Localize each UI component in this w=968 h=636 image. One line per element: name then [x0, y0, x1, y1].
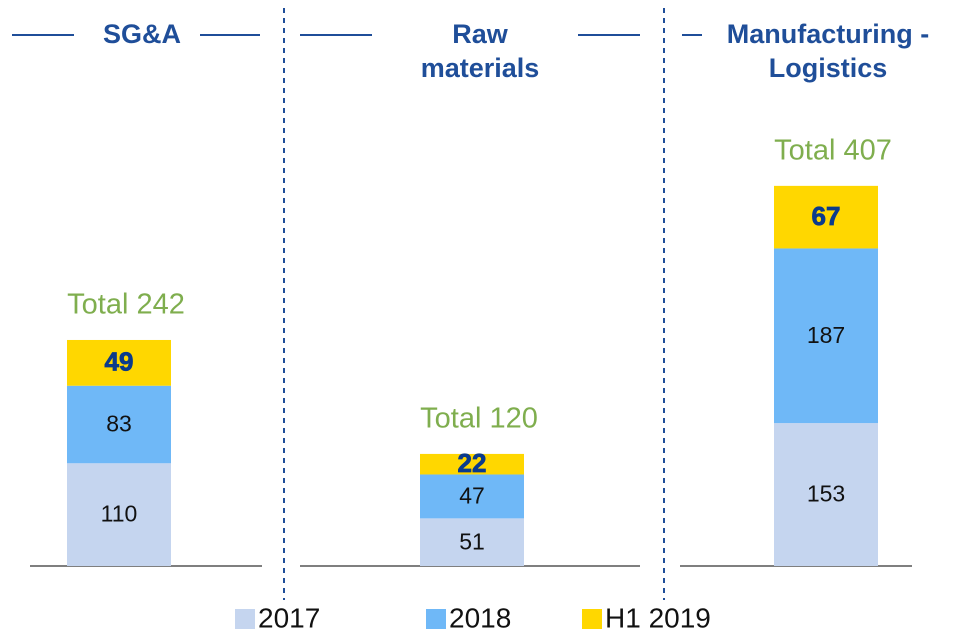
data-label: 49	[105, 347, 134, 377]
panel-separators	[283, 8, 665, 600]
legend-label: H1 2019	[605, 602, 711, 633]
bar-segment	[420, 453, 524, 475]
total-label: Total 120	[420, 403, 538, 435]
legend-swatch	[235, 609, 255, 629]
data-label: 187	[807, 322, 845, 348]
bar-segment	[774, 423, 878, 566]
bar-segment	[420, 518, 524, 566]
panel-title: Manufacturing - Logistics	[726, 19, 930, 83]
bar-segment	[67, 463, 171, 566]
bar-segment	[67, 339, 171, 386]
bar-segment	[420, 474, 524, 519]
bar-segment	[67, 385, 171, 464]
bar-segment	[774, 248, 878, 424]
data-label: 22	[458, 448, 487, 478]
legend-swatch	[582, 609, 602, 629]
data-label: 83	[106, 411, 132, 437]
panel-title: Raw materials	[420, 19, 540, 83]
legend-swatch	[426, 609, 446, 629]
data-label: 110	[101, 501, 138, 527]
legend-label: 2017	[258, 602, 320, 633]
data-label: 47	[459, 482, 485, 508]
total-label: Total 242	[67, 289, 185, 321]
data-label: 51	[459, 528, 485, 554]
panel-title: SG&A	[102, 19, 181, 49]
bar-segment	[774, 185, 878, 249]
data-label: 153	[807, 481, 845, 507]
total-label: Total 407	[774, 135, 892, 167]
data-label: 67	[812, 201, 841, 231]
legend-label: 2018	[449, 602, 511, 633]
